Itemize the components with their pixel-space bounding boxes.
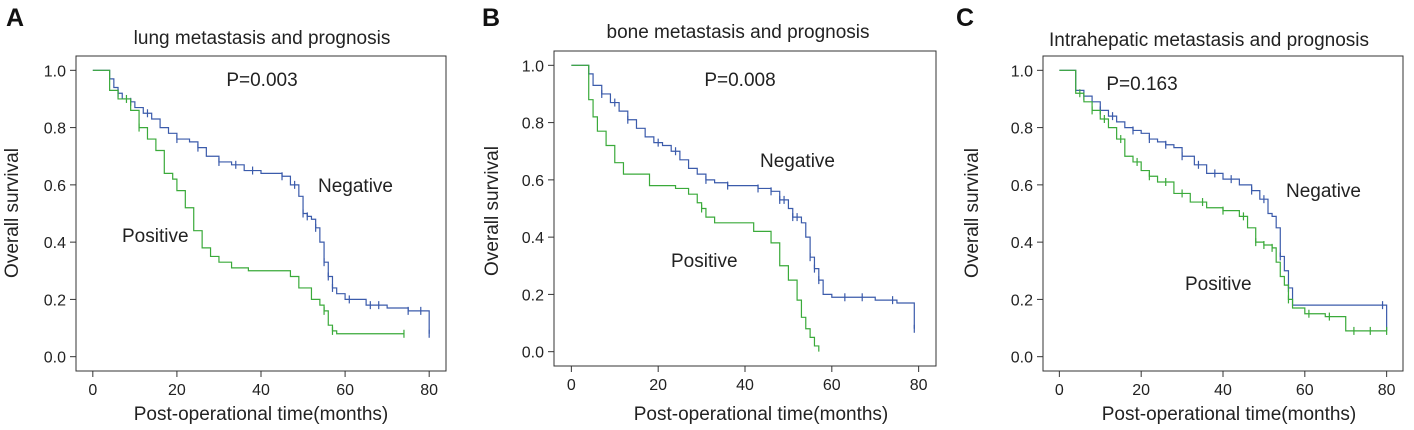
y-tick-label: 1.0 <box>522 58 544 75</box>
group-label-positive: Positive <box>1185 274 1252 295</box>
chart-b: B bone metastasis and prognosis 0 20 40 60 8… <box>482 4 937 425</box>
chart-title: lung metastasis and prognosis <box>134 28 391 49</box>
x-axis-label: Post-operational time(months) <box>634 404 889 425</box>
x-tick-label: 0 <box>1055 382 1064 399</box>
y-axis-label: Overall survival <box>482 146 503 276</box>
chart-a: A lung metastasis and prognosis 0 20 40 60 8… <box>2 4 447 425</box>
y-tick-label: 0.2 <box>1011 292 1033 309</box>
p-value: P=0.008 <box>704 70 775 91</box>
y-tick-label: 0.4 <box>44 235 66 252</box>
panel-a: A lung metastasis and prognosis 0 20 40 60 8… <box>0 0 460 430</box>
panel-b: B bone metastasis and prognosis 0 20 40 60 8… <box>478 0 938 430</box>
y-tick-label: 0.8 <box>1011 121 1033 138</box>
group-label-positive: Positive <box>122 226 189 247</box>
y-tick-label: 0.6 <box>1011 178 1033 195</box>
y-tick-label: 0.2 <box>44 292 66 309</box>
axis-ticks: 0 20 40 60 80 0.0 0.2 0.4 0.6 0.8 1.0 <box>1011 63 1396 399</box>
x-tick-label: 80 <box>910 377 928 394</box>
km-curve-positive <box>1059 69 1387 332</box>
y-tick-label: 0.4 <box>1011 235 1033 252</box>
y-tick-label: 0.8 <box>44 121 66 138</box>
y-tick-label: 0.0 <box>1011 350 1033 367</box>
x-tick-label: 80 <box>1378 382 1396 399</box>
y-axis-label: Overall survival <box>2 148 23 278</box>
y-tick-label: 0.8 <box>522 116 544 133</box>
chart-title: bone metastasis and prognosis <box>607 22 870 43</box>
panel-label-c: C <box>956 4 974 32</box>
x-tick-label: 80 <box>420 382 438 399</box>
panel-label-a: A <box>6 4 24 32</box>
x-tick-label: 40 <box>1214 382 1232 399</box>
y-tick-label: 0.0 <box>44 350 66 367</box>
x-tick-label: 60 <box>823 377 841 394</box>
y-tick-label: 0.4 <box>522 230 544 247</box>
x-tick-label: 40 <box>736 377 754 394</box>
km-curve-positive <box>571 64 820 352</box>
x-tick-label: 40 <box>252 382 270 399</box>
x-tick-label: 20 <box>168 382 186 399</box>
km-curve-negative <box>1059 69 1388 331</box>
group-label-negative: Negative <box>760 151 835 172</box>
x-tick-label: 60 <box>336 382 354 399</box>
x-tick-label: 60 <box>1296 382 1314 399</box>
panel-label-b: B <box>482 4 500 32</box>
y-tick-label: 1.0 <box>1011 63 1033 80</box>
plot-frame <box>553 50 937 367</box>
plot-frame <box>75 55 447 372</box>
group-label-negative: Negative <box>1286 181 1361 202</box>
km-curve-positive <box>92 69 404 335</box>
km-curve-negative <box>571 64 915 329</box>
y-tick-label: 0.2 <box>522 287 544 304</box>
p-value: P=0.003 <box>226 70 297 91</box>
survival-curves <box>92 69 430 338</box>
x-axis-label: Post-operational time(months) <box>1102 404 1357 425</box>
x-tick-label: 20 <box>1132 382 1150 399</box>
x-tick-label: 0 <box>567 377 576 394</box>
x-tick-label: 0 <box>88 382 97 399</box>
axis-ticks: 0 20 40 60 80 0.0 0.2 0.4 0.6 0.8 1.0 <box>44 63 438 399</box>
chart-title: Intrahepatic metastasis and prognosis <box>1049 30 1369 51</box>
km-curve-negative <box>92 69 430 334</box>
group-label-positive: Positive <box>671 251 738 272</box>
axis-ticks: 0 20 40 60 80 0.0 0.2 0.4 0.6 0.8 1.0 <box>522 58 928 394</box>
y-tick-label: 0.0 <box>522 345 544 362</box>
panel-c: C Intrahepatic metastasis and prognosis … <box>956 0 1414 430</box>
survival-curves <box>571 64 915 352</box>
group-label-negative: Negative <box>318 176 393 197</box>
chart-c: C Intrahepatic metastasis and prognosis … <box>956 4 1404 425</box>
y-tick-label: 1.0 <box>44 63 66 80</box>
survival-curves <box>1059 69 1388 335</box>
y-tick-label: 0.6 <box>44 178 66 195</box>
x-axis-label: Post-operational time(months) <box>134 404 389 425</box>
x-tick-label: 20 <box>649 377 667 394</box>
y-tick-label: 0.6 <box>522 173 544 190</box>
y-axis-label: Overall survival <box>962 148 983 278</box>
p-value: P=0.163 <box>1106 74 1177 95</box>
